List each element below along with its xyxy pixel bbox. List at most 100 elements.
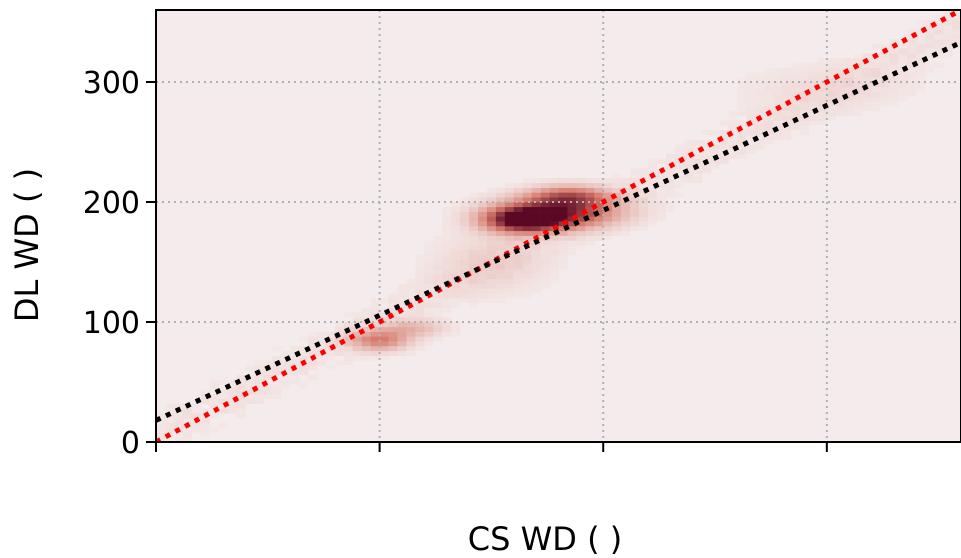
heatmap-cell bbox=[478, 202, 488, 208]
heatmap-cell bbox=[656, 158, 667, 164]
heatmap-cell bbox=[817, 106, 828, 112]
heatmap-cell bbox=[352, 336, 363, 342]
heatmap-cell bbox=[817, 120, 828, 126]
heatmap-cell bbox=[558, 202, 568, 208]
heatmap-cell bbox=[370, 355, 380, 361]
heatmap-cell bbox=[495, 250, 506, 256]
heatmap-cell bbox=[576, 240, 586, 246]
heatmap-cell bbox=[773, 96, 783, 102]
heatmap-cell bbox=[361, 326, 371, 332]
heatmap-cell bbox=[495, 197, 506, 203]
heatmap-cell bbox=[254, 360, 264, 366]
heatmap-cell bbox=[844, 91, 854, 97]
heatmap-cell bbox=[674, 192, 685, 198]
heatmap-cell bbox=[406, 331, 416, 337]
heatmap-cell bbox=[612, 230, 622, 236]
heatmap-cell bbox=[558, 221, 568, 227]
heatmap-cell bbox=[728, 134, 738, 140]
heatmap-cell bbox=[522, 283, 532, 289]
heatmap-cell bbox=[621, 226, 631, 232]
heatmap-cell bbox=[925, 43, 935, 49]
heatmap-cell bbox=[719, 139, 729, 145]
heatmap-cell bbox=[880, 53, 890, 59]
heatmap-cell bbox=[200, 398, 210, 404]
heatmap-cell bbox=[907, 91, 917, 97]
heatmap-cell bbox=[442, 298, 452, 304]
heatmap-cell bbox=[853, 110, 863, 116]
heatmap-cell bbox=[325, 365, 336, 371]
heatmap-cell bbox=[388, 293, 398, 299]
heatmap-cell bbox=[621, 216, 631, 222]
heatmap-cell bbox=[424, 283, 434, 289]
heatmap-cell bbox=[540, 278, 550, 284]
heatmap-cell bbox=[478, 245, 488, 251]
heatmap-cell bbox=[424, 331, 434, 337]
heatmap-cell bbox=[862, 62, 872, 68]
heatmap-cell bbox=[370, 302, 380, 308]
heatmap-cell bbox=[853, 67, 863, 73]
heatmap-cell bbox=[925, 48, 935, 54]
heatmap-cell bbox=[388, 298, 398, 304]
heatmap-cell bbox=[621, 202, 631, 208]
heatmap-cell bbox=[558, 235, 568, 241]
heatmap-cell bbox=[800, 82, 810, 88]
heatmap-cell bbox=[495, 230, 506, 236]
heatmap-cell bbox=[504, 211, 515, 217]
heatmap-cell bbox=[460, 269, 470, 275]
heatmap-cell bbox=[173, 413, 184, 419]
heatmap-cell bbox=[469, 298, 479, 304]
heatmap-cell bbox=[379, 307, 389, 313]
heatmap-cell bbox=[746, 134, 756, 140]
heatmap-cell bbox=[513, 293, 524, 299]
heatmap-cell bbox=[665, 206, 676, 212]
heatmap-cell bbox=[531, 254, 541, 260]
heatmap-cell bbox=[719, 154, 729, 160]
heatmap-cell bbox=[764, 77, 774, 83]
heatmap-cell bbox=[406, 350, 416, 356]
heatmap-cell bbox=[531, 178, 541, 184]
heatmap-cell bbox=[585, 182, 595, 188]
heatmap-cell bbox=[764, 130, 774, 136]
heatmap-cell bbox=[665, 168, 676, 174]
heatmap-cell bbox=[495, 202, 506, 208]
heatmap-cell bbox=[934, 38, 944, 44]
heatmap-cell bbox=[379, 350, 389, 356]
heatmap-cell bbox=[889, 48, 899, 54]
heatmap-cell bbox=[567, 178, 577, 184]
heatmap-cell bbox=[692, 144, 702, 150]
heatmap-cell bbox=[683, 163, 693, 169]
heatmap-cell bbox=[737, 139, 747, 145]
heatmap-cell bbox=[674, 168, 685, 174]
heatmap-cell bbox=[773, 110, 783, 116]
heatmap-cell bbox=[513, 230, 524, 236]
heatmap-cell bbox=[549, 278, 559, 284]
heatmap-cell bbox=[800, 67, 810, 73]
heatmap-cell bbox=[424, 250, 434, 256]
heatmap-cell bbox=[755, 110, 765, 116]
heatmap-cell bbox=[173, 418, 184, 424]
heatmap-cell bbox=[773, 82, 783, 88]
heatmap-cell bbox=[442, 317, 452, 323]
heatmap-cell bbox=[442, 230, 452, 236]
heatmap-cell bbox=[379, 317, 389, 323]
heatmap-cell bbox=[317, 341, 327, 347]
heatmap-cell bbox=[495, 211, 506, 217]
heatmap-cell bbox=[522, 226, 532, 232]
heatmap-cell bbox=[755, 139, 765, 145]
heatmap-cell bbox=[299, 370, 309, 376]
heatmap-cell bbox=[531, 230, 541, 236]
heatmap-cell bbox=[478, 240, 488, 246]
heatmap-cell bbox=[370, 346, 380, 352]
heatmap-cell bbox=[522, 192, 532, 198]
heatmap-cell bbox=[755, 91, 765, 97]
heatmap-cell bbox=[791, 120, 801, 126]
heatmap-cell bbox=[853, 53, 863, 59]
heatmap-cell bbox=[388, 322, 398, 328]
heatmap-cell bbox=[549, 259, 559, 265]
heatmap-cell bbox=[755, 96, 765, 102]
heatmap-cell bbox=[495, 206, 506, 212]
heatmap-cell bbox=[558, 216, 568, 222]
heatmap-cell bbox=[880, 96, 890, 102]
heatmap-cell bbox=[782, 125, 792, 131]
heatmap-cell bbox=[156, 422, 166, 428]
